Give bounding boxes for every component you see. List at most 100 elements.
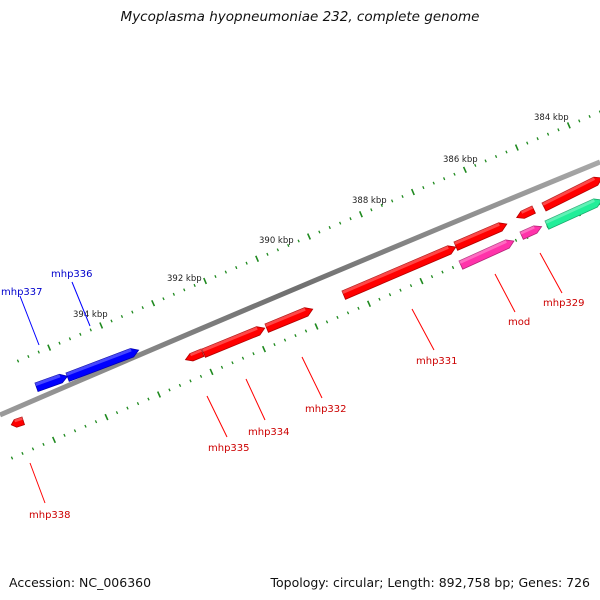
mod-callout	[494, 273, 516, 313]
outer-tick	[110, 319, 113, 323]
outer-tick	[546, 132, 550, 136]
gene-arrows	[10, 176, 600, 428]
outer-tick	[526, 141, 529, 145]
mhp332-callout	[301, 356, 323, 399]
gene-arrow-mhp332[interactable]	[264, 307, 314, 333]
gene-arrow-mhp338-highlight	[14, 417, 23, 423]
inner-tick	[261, 345, 267, 353]
outer-tick	[462, 166, 467, 174]
inner-tick	[94, 420, 98, 424]
outer-tick	[318, 230, 321, 234]
outer-tick	[380, 203, 383, 207]
mhp335-callout	[206, 395, 228, 438]
outer-tick	[68, 337, 72, 341]
gene-arrow-mhp329-highlight	[545, 198, 595, 224]
gene-arrow-mhp332-highlight	[265, 307, 306, 327]
inner-tick	[126, 406, 129, 410]
inner-tick	[168, 388, 171, 392]
gene-label-mhp332[interactable]: mhp332	[305, 404, 347, 415]
gene-arrow-mhp331-highlight	[342, 245, 449, 294]
inner-tick	[147, 397, 150, 401]
gene-label-mhp338[interactable]: mhp338	[29, 510, 71, 521]
gene-arrow-mhp335[interactable]	[184, 348, 205, 362]
inner-tick	[42, 442, 45, 446]
inner-tick	[451, 265, 455, 270]
outer-tick	[203, 277, 208, 285]
inner-tick	[209, 368, 214, 376]
outer-tick	[297, 239, 300, 243]
gene-label-mod[interactable]: mod	[508, 317, 530, 328]
outer-tick	[162, 297, 165, 301]
outer-tick	[47, 344, 52, 351]
scale-labels: 384 kbp 386 kbp 388 kbp 390 kbp 392 kbp …	[73, 113, 569, 320]
gene-arrow-mhp337-highlight	[35, 374, 61, 386]
gene-arrow-mod[interactable]	[519, 225, 543, 240]
gene-label-mhp336[interactable]: mhp336	[51, 269, 93, 280]
inner-tick	[357, 306, 360, 310]
gene-arrow-mhp337[interactable]	[34, 373, 69, 393]
outer-tick	[557, 128, 560, 132]
outer-tick	[141, 306, 144, 310]
outer-tick	[235, 266, 238, 270]
inner-tick	[294, 334, 297, 338]
gene-label-mhp335[interactable]: mhp335	[208, 443, 250, 454]
gene-arrow-mhp331[interactable]	[341, 245, 457, 300]
inner-tick	[178, 383, 182, 387]
outer-tick	[410, 188, 415, 196]
inner-tick	[283, 338, 287, 342]
inner-tick	[252, 352, 255, 356]
mhp337-callout	[19, 295, 40, 346]
kbp-label-384: 384 kbp	[534, 113, 569, 123]
outer-tick	[505, 150, 508, 154]
gene-arrow-mhp334[interactable]	[201, 326, 266, 358]
outer-tick	[214, 274, 217, 279]
inner-tick	[378, 297, 381, 301]
outer-tick	[276, 248, 279, 252]
outer-tick	[474, 163, 477, 167]
inner-tick	[366, 300, 372, 308]
outer-tick	[588, 114, 591, 118]
kbp-label-390: 390 kbp	[259, 236, 294, 246]
gene-arrow-small-red[interactable]	[515, 205, 536, 219]
gene-arrow-mhp338[interactable]	[10, 416, 26, 428]
gene-arrow-mhp335-highlight	[189, 349, 203, 357]
outer-tick	[79, 332, 82, 336]
gene-arrow-mod-highlight	[520, 225, 535, 235]
inner-tick	[409, 284, 413, 288]
inner-tick	[136, 402, 140, 406]
gene-label-mhp331[interactable]: mhp331	[416, 356, 458, 367]
inner-tick	[104, 413, 109, 421]
outer-tick	[443, 177, 446, 181]
inner-tick	[115, 411, 119, 415]
gene-arrow-mod-upper[interactable]	[453, 222, 508, 251]
outer-tick	[58, 341, 61, 345]
inner-tick	[399, 288, 402, 292]
outer-tick	[183, 288, 186, 292]
gene-label-mhp334[interactable]: mhp334	[248, 427, 290, 438]
inner-tick	[241, 356, 245, 360]
inner-tick	[10, 456, 14, 460]
gene-arrow-mhp336-highlight	[66, 348, 132, 376]
accession-text: Accession: NC_006360	[9, 575, 152, 590]
outer-tick	[494, 154, 498, 159]
inner-tick	[314, 323, 319, 330]
kbp-label-392: 392 kbp	[167, 274, 202, 284]
gene-arrow-mod-lower-highlight	[459, 239, 507, 264]
outer-tick	[514, 144, 519, 151]
outer-tick-track	[16, 110, 600, 363]
inner-tick	[430, 275, 434, 279]
inner-tick	[84, 424, 87, 428]
outer-tick	[358, 210, 363, 218]
gene-label-mhp337[interactable]: mhp337	[1, 287, 43, 298]
inner-tick	[325, 320, 329, 324]
inner-tick	[31, 447, 35, 451]
gene-arrow-mod-lower[interactable]	[458, 239, 515, 270]
outer-tick	[27, 355, 30, 359]
gene-arrow-mhp334-highlight	[202, 326, 258, 352]
inner-tick	[336, 315, 339, 319]
outer-tick	[16, 359, 20, 363]
gene-arrow-mhp336[interactable]	[65, 348, 140, 382]
outer-tick	[349, 217, 352, 221]
gene-label-mhp329[interactable]: mhp329	[543, 298, 585, 309]
